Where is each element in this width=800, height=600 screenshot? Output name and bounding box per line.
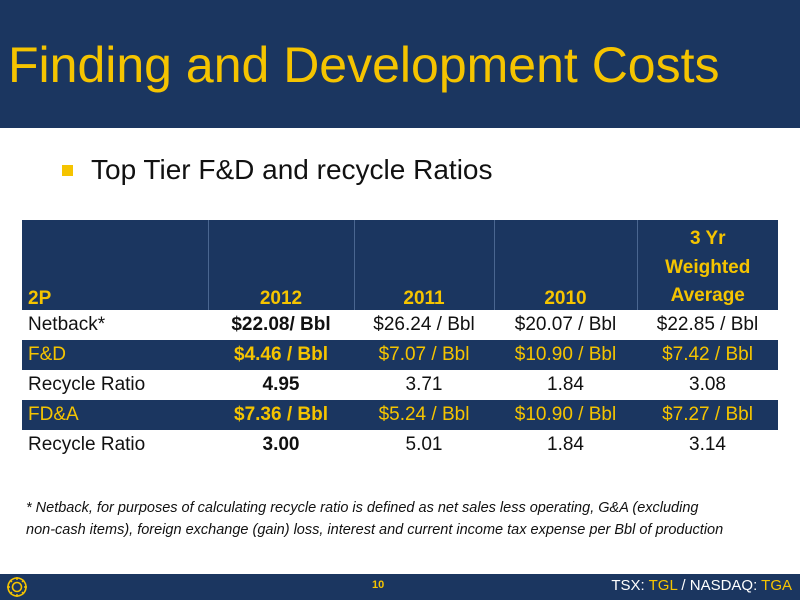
table-cell: $22.08/ Bbl (208, 310, 354, 340)
bullet-item: Top Tier F&D and recycle Ratios (62, 150, 493, 190)
header-weighted-line: Weighted (665, 257, 751, 278)
footer-bar: 10 TSX: TGL / NASDAQ: TGA (0, 574, 800, 600)
ticker-symbol-tga: TGA (761, 577, 792, 594)
header-cell (22, 220, 209, 250)
header-cell-weighted-average: Weighted Average (637, 250, 778, 310)
table-header-row-bottom: 2P 2012 2011 2010 Weighted Average (22, 250, 778, 310)
table-cell: 1.84 (494, 370, 637, 400)
table-cell: $7.27 / Bbl (637, 400, 778, 430)
header-cell (494, 220, 638, 250)
footnote-line: * Netback, for purposes of calculating r… (26, 500, 699, 516)
row-label: FD&A (22, 400, 208, 430)
title-banner: Finding and Development Costs (0, 0, 800, 128)
header-cell-year: 2011 (354, 250, 495, 310)
table-cell: 5.01 (354, 430, 494, 460)
table-row: FD&A $7.36 / Bbl $5.24 / Bbl $10.90 / Bb… (22, 400, 778, 430)
page-number: 10 (372, 579, 385, 591)
table-row: Recycle Ratio 4.95 3.71 1.84 3.08 (22, 370, 778, 400)
table-cell: $5.24 / Bbl (354, 400, 494, 430)
bullet-text: Top Tier F&D and recycle Ratios (91, 154, 493, 185)
header-average-line: Average (670, 285, 745, 306)
fd-costs-table: 3 Yr 2P 2012 2011 2010 Weighted Average … (22, 220, 778, 460)
row-label: Recycle Ratio (22, 370, 208, 400)
stock-ticker: TSX: TGL / NASDAQ: TGA (611, 577, 792, 594)
header-cell-year: 2010 (494, 250, 638, 310)
table-cell: 1.84 (494, 430, 637, 460)
table-cell: $7.36 / Bbl (208, 400, 354, 430)
table-cell: $10.90 / Bbl (494, 340, 637, 370)
row-label: Recycle Ratio (22, 430, 208, 460)
ticker-exchange-nasdaq: / NASDAQ: (677, 577, 762, 594)
square-bullet-icon (62, 164, 73, 176)
table-cell: 4.95 (208, 370, 354, 400)
table-row: Recycle Ratio 3.00 5.01 1.84 3.14 (22, 430, 778, 460)
table-cell: 3.14 (637, 430, 778, 460)
row-label: Netback* (22, 310, 208, 340)
table-cell: 3.00 (208, 430, 354, 460)
ticker-exchange-tsx: TSX: (611, 577, 649, 594)
table-cell: $26.24 / Bbl (354, 310, 494, 340)
netback-footnote: * Netback, for purposes of calculating r… (26, 497, 786, 541)
slide-title: Finding and Development Costs (8, 37, 720, 93)
table-cell: $7.07 / Bbl (354, 340, 494, 370)
header-cell-2p: 2P (22, 250, 209, 310)
table-header-row-top: 3 Yr (22, 220, 778, 250)
table-cell: $7.42 / Bbl (637, 340, 778, 370)
table-cell: $4.46 / Bbl (208, 340, 354, 370)
header-cell (208, 220, 355, 250)
table-cell: 3.71 (354, 370, 494, 400)
row-label: F&D (22, 340, 208, 370)
table-cell: $10.90 / Bbl (494, 400, 637, 430)
footnote-line: non-cash items), foreign exchange (gain)… (26, 522, 724, 538)
sun-logo-icon (7, 577, 27, 597)
header-cell-3yr: 3 Yr (637, 220, 778, 250)
table-row: Netback* $22.08/ Bbl $26.24 / Bbl $20.07… (22, 310, 778, 340)
table-row: F&D $4.46 / Bbl $7.07 / Bbl $10.90 / Bbl… (22, 340, 778, 370)
header-cell-year: 2012 (208, 250, 355, 310)
table-cell: $22.85 / Bbl (637, 310, 778, 340)
header-cell (354, 220, 495, 250)
table-cell: 3.08 (637, 370, 778, 400)
ticker-symbol-tgl: TGL (648, 577, 678, 594)
table-cell: $20.07 / Bbl (494, 310, 637, 340)
